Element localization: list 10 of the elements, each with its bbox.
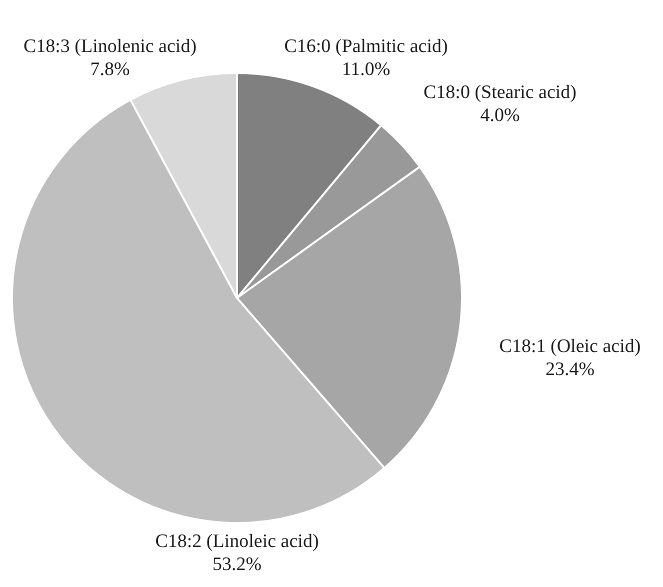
data-label: 7.8% bbox=[90, 59, 130, 80]
slice-label: C16:0 (Palmitic acid) bbox=[284, 36, 448, 57]
data-label: 53.2% bbox=[212, 554, 262, 575]
slice-label: C18:0 (Stearic acid) bbox=[423, 82, 577, 103]
data-label: 11.0% bbox=[342, 59, 390, 80]
slice-label: C18:2 (Linoleic acid) bbox=[155, 531, 319, 552]
data-label: 23.4% bbox=[545, 359, 595, 380]
data-label: 4.0% bbox=[480, 105, 520, 126]
slice-label: C18:3 (Linolenic acid) bbox=[23, 36, 197, 57]
slice-label: C18:1 (Oleic acid) bbox=[499, 336, 641, 357]
